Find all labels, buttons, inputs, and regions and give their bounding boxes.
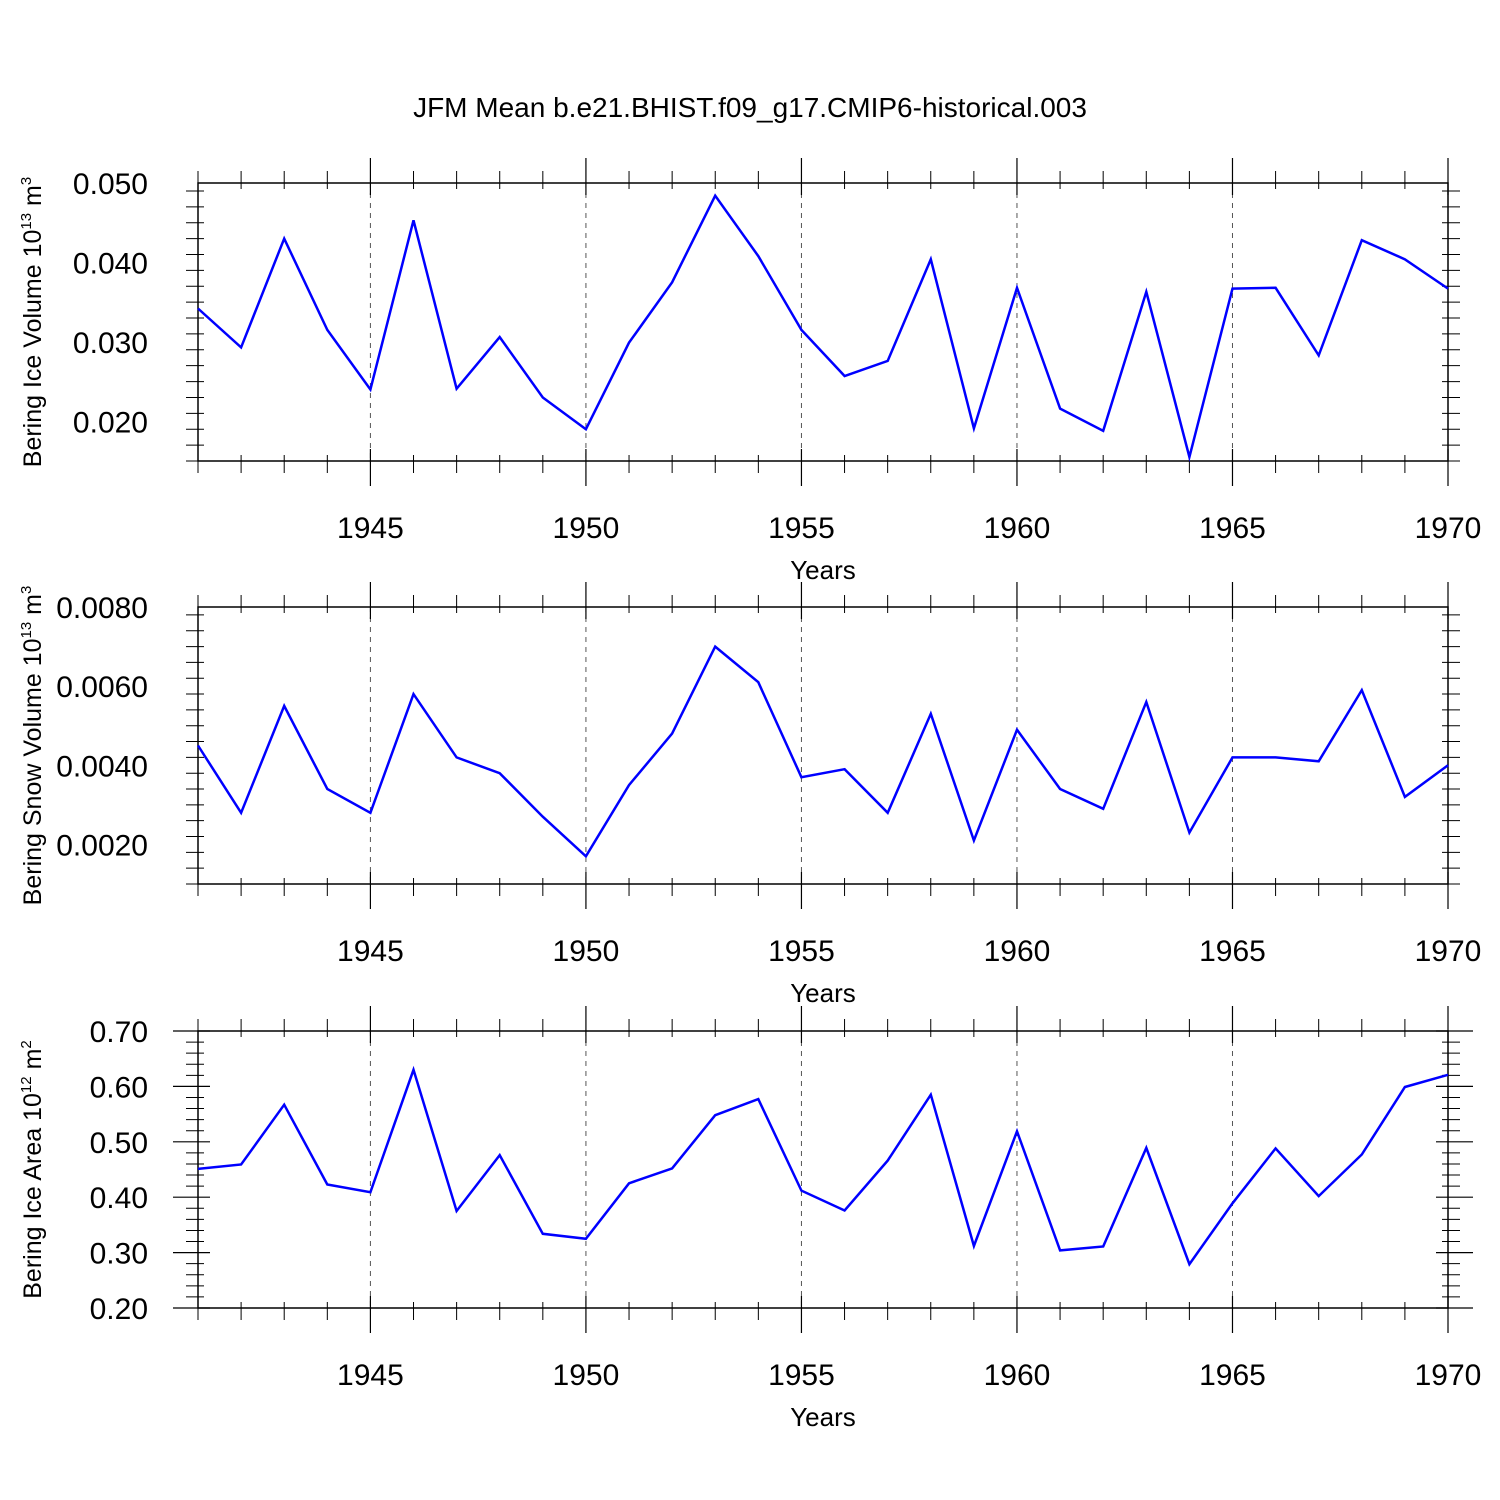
series-line — [197, 1065, 1449, 1267]
series-line — [197, 193, 1449, 462]
xtick-label: 1950 — [553, 1359, 620, 1392]
panels: 0.020 0.030 0.040 0.050 1945 1950 1955 1960 1965… — [18, 158, 1481, 1432]
xtick-label: 1965 — [1199, 1359, 1266, 1392]
xtick-label: 1955 — [768, 1359, 835, 1392]
xtick-label: 1945 — [337, 935, 404, 968]
x-axis-label: Years — [790, 978, 856, 1008]
ytick-label: 0.70 — [90, 1016, 148, 1049]
xtick-label: 1965 — [1199, 935, 1266, 968]
xtick-label: 1945 — [337, 512, 404, 545]
plot-frame — [197, 1030, 1449, 1309]
xtick-label: 1955 — [768, 512, 835, 545]
chart-panel-1: 0.020 0.030 0.040 0.050 1945 1950 1955 1960 1965… — [18, 158, 1481, 585]
ytick-label: 0.40 — [90, 1182, 148, 1215]
plot-frame — [197, 182, 1449, 462]
xtick-label: 1965 — [1199, 512, 1266, 545]
ytick-label: 0.0020 — [56, 829, 148, 862]
xtick-label: 1960 — [984, 1359, 1051, 1392]
ytick-label: 0.040 — [73, 247, 148, 280]
xtick-label: 1945 — [337, 1359, 404, 1392]
figure-title: JFM Mean b.e21.BHIST.f09_g17.CMIP6-histo… — [413, 92, 1087, 123]
x-axis-label: Years — [790, 555, 856, 585]
xtick-label: 1970 — [1415, 512, 1482, 545]
ytick-label: 0.0060 — [56, 671, 148, 704]
y-axis-label: Bering Ice Volume 1013 m3 — [18, 177, 47, 467]
ytick-label: 0.60 — [90, 1071, 148, 1104]
ytick-label: 0.020 — [73, 406, 148, 439]
ytick-label: 0.0080 — [56, 592, 148, 625]
ytick-label: 0.030 — [73, 327, 148, 360]
ytick-label: 0.50 — [90, 1127, 148, 1160]
series-line — [196, 644, 1449, 859]
ytick-label: 0.20 — [90, 1293, 148, 1326]
x-axis-label: Years — [790, 1402, 856, 1432]
xtick-label: 1970 — [1415, 1359, 1482, 1392]
y-axis-label: Bering Snow Volume 1013 m3 — [18, 586, 47, 906]
ytick-label: 0.0040 — [56, 750, 148, 783]
xtick-label: 1950 — [553, 512, 620, 545]
xtick-label: 1955 — [768, 935, 835, 968]
plot-frame — [197, 606, 1449, 885]
xtick-label: 1960 — [984, 512, 1051, 545]
chart-panel-3: 0.20 0.30 0.40 0.50 0.60 0.70 1945 1950 1955 1960… — [18, 1006, 1481, 1432]
chart-panel-2: 0.0020 0.0040 0.0060 0.0080 1945 1950 1955 1960… — [18, 582, 1481, 1008]
xtick-label: 1970 — [1415, 935, 1482, 968]
ytick-label: 0.050 — [73, 168, 148, 201]
y-axis-label: Bering Ice Area 1012 m2 — [18, 1040, 47, 1299]
xtick-label: 1950 — [553, 935, 620, 968]
xtick-label: 1960 — [984, 935, 1051, 968]
ytick-label: 0.30 — [90, 1238, 148, 1271]
